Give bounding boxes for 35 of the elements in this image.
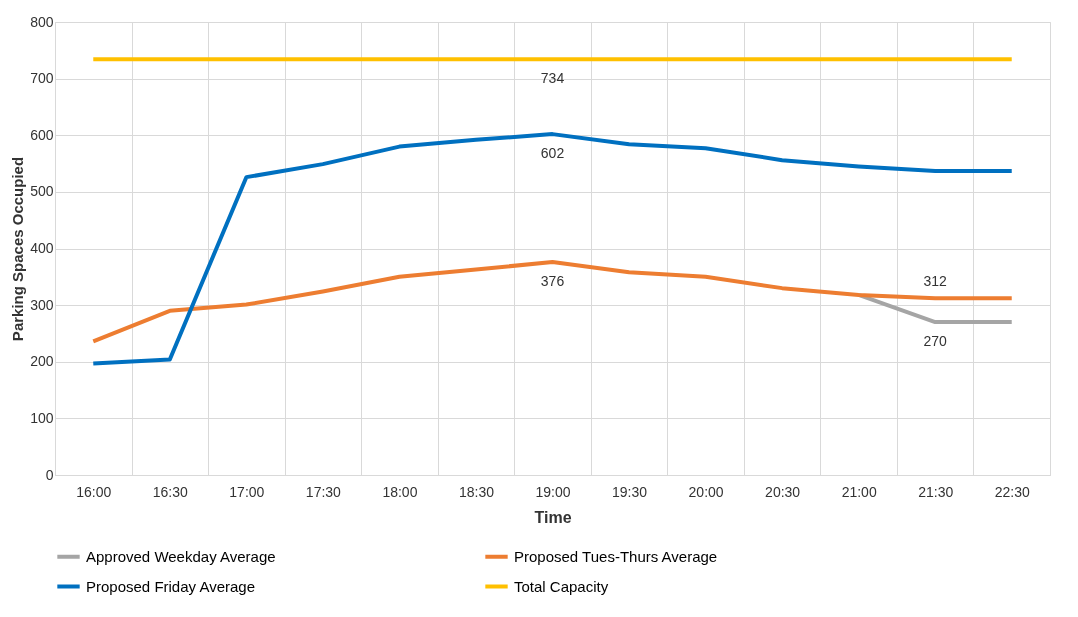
legend-label: Proposed Tues-Thurs Average	[514, 547, 718, 565]
data-label: 602	[540, 145, 565, 162]
x-tick-label: 21:00	[841, 483, 877, 500]
line-series	[91, 260, 1014, 344]
x-tick-label: 17:30	[305, 483, 342, 500]
x-tick-label: 16:30	[152, 483, 189, 500]
legend-label: Proposed Friday Average	[86, 577, 255, 595]
line-series	[91, 132, 1014, 366]
y-tick-label: 100	[30, 409, 54, 426]
x-tick-label: 18:00	[382, 483, 418, 500]
data-label: 312	[923, 273, 948, 290]
y-tick-label: 400	[30, 240, 54, 256]
y-axis-title: Parking Spaces Occupied	[9, 156, 27, 342]
x-tick-label: 22:30	[994, 483, 1030, 500]
x-tick-label: 17:00	[229, 483, 265, 500]
data-label: 376	[540, 273, 565, 290]
y-tick-label: 300	[30, 296, 54, 313]
x-axis-title: Time	[534, 508, 572, 526]
y-tick-label: 500	[30, 183, 54, 200]
y-tick-label: 0	[45, 466, 54, 483]
y-tick-label: 600	[30, 126, 54, 143]
x-tick-label: 18:30	[458, 483, 495, 500]
x-tick-label: 21:30	[918, 483, 954, 500]
x-tick-label: 20:00	[688, 483, 724, 500]
y-tick-label: 800	[30, 13, 54, 30]
x-tick-label: 20:30	[765, 483, 801, 500]
y-tick-label: 200	[30, 353, 54, 370]
x-tick-label: 16:00	[76, 483, 112, 500]
data-label: 270	[923, 333, 948, 350]
x-tick-label: 19:00	[535, 483, 571, 500]
legend-label: Total Capacity	[514, 577, 609, 595]
legend-label: Approved Weekday Average	[86, 547, 276, 565]
x-tick-label: 19:30	[612, 483, 648, 500]
data-label: 734	[540, 70, 565, 87]
y-tick-label: 700	[30, 70, 54, 87]
